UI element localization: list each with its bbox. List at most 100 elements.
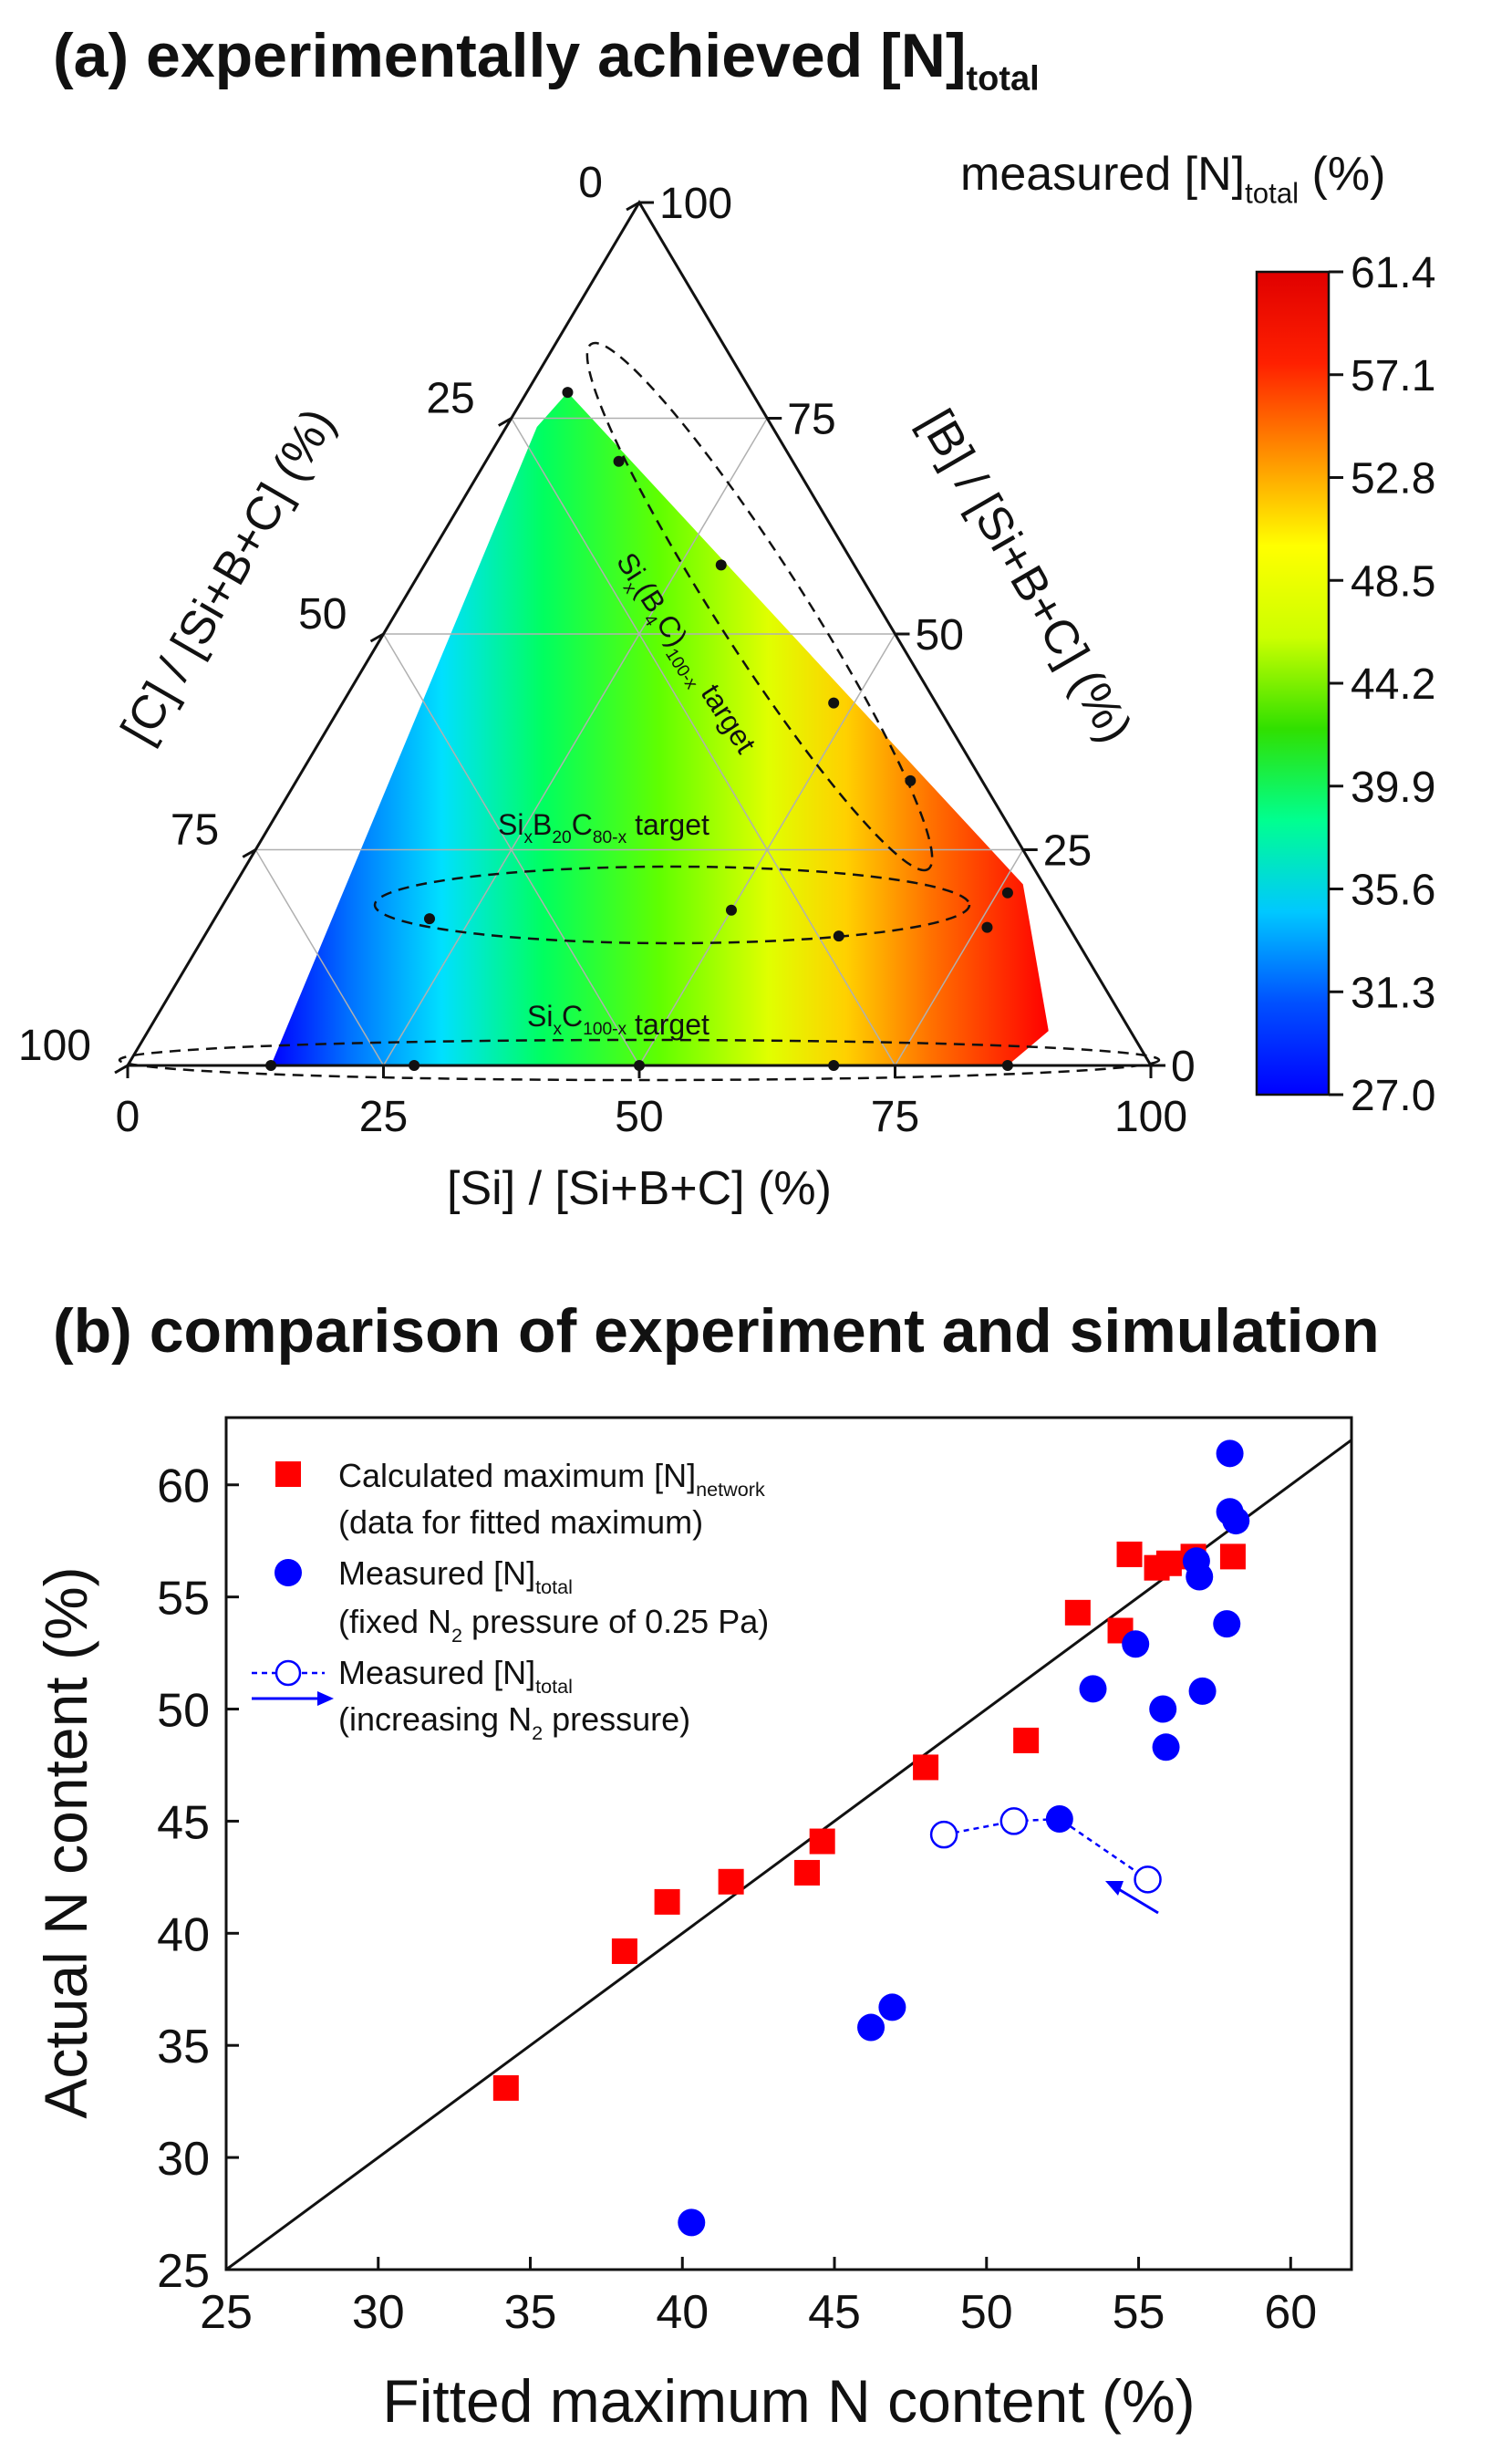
legend-arrow-icon bbox=[317, 1691, 334, 1706]
legend-label: (fixed N2 pressure of 0.25 Pa) bbox=[338, 1603, 769, 1647]
grid-line bbox=[382, 633, 640, 1066]
right-tick-label: 50 bbox=[916, 611, 964, 660]
bottom-tick-label: 75 bbox=[871, 1093, 919, 1141]
target-ellipse-sib20c bbox=[373, 865, 971, 945]
legend-open-circle-icon bbox=[274, 1659, 302, 1687]
composition-point bbox=[725, 904, 737, 916]
colorbar-tick-label: 48.5 bbox=[1351, 557, 1435, 606]
y-axis-label: Actual N content (%) bbox=[32, 1566, 99, 2118]
colorbar-tick-label: 44.2 bbox=[1351, 660, 1435, 709]
point-measured-fixed bbox=[1122, 1630, 1150, 1658]
y-tick-label: 35 bbox=[157, 2021, 210, 2073]
point-measured-fixed bbox=[678, 2208, 706, 2237]
plot-frame bbox=[224, 1416, 1353, 2271]
colorbar-tick-label: 61.4 bbox=[1351, 249, 1435, 297]
left-tick-label: 50 bbox=[298, 590, 347, 639]
composition-point bbox=[833, 930, 844, 942]
legend-label: (data for fitted maximum) bbox=[338, 1503, 703, 1541]
y-tick-label: 55 bbox=[157, 1573, 210, 1626]
series-line-increasing bbox=[943, 1817, 1149, 1881]
legend-label: (increasing N2 pressure) bbox=[338, 1700, 690, 1744]
left-tick-label: 0 bbox=[578, 159, 603, 207]
point-measured-fixed bbox=[1186, 1563, 1214, 1591]
point-calculated bbox=[1155, 1550, 1182, 1576]
left-tick-label: 25 bbox=[426, 375, 474, 423]
point-calculated bbox=[654, 1888, 680, 1915]
grid-line bbox=[638, 633, 896, 1066]
target-label-sic: SixC100-x target bbox=[527, 1000, 709, 1041]
point-measured-increasing bbox=[929, 1820, 958, 1849]
point-calculated bbox=[1219, 1543, 1246, 1570]
point-measured-fixed bbox=[1152, 1733, 1180, 1761]
x-tick-label: 40 bbox=[656, 2286, 709, 2339]
target-ellipse-sib4c bbox=[585, 341, 934, 872]
y-tick-label: 45 bbox=[157, 1796, 210, 1849]
composition-point bbox=[828, 697, 840, 709]
point-measured-fixed bbox=[1188, 1677, 1217, 1705]
composition-point bbox=[423, 913, 435, 925]
bottom-tick-label: 25 bbox=[359, 1093, 408, 1141]
panel-b-title: (b) comparison of experiment and simulat… bbox=[53, 1296, 1380, 1366]
right-tick-label: 75 bbox=[787, 396, 835, 444]
legend-label: Measured [N]total bbox=[338, 1654, 573, 1698]
colorbar-tick-label: 27.0 bbox=[1351, 1072, 1435, 1120]
x-tick-label: 25 bbox=[200, 2286, 253, 2339]
x-tick-label: 45 bbox=[808, 2286, 861, 2339]
grid-line bbox=[511, 418, 896, 1066]
point-calculated bbox=[1013, 1727, 1040, 1753]
point-measured-increasing bbox=[1045, 1804, 1073, 1833]
composition-point bbox=[1001, 1060, 1013, 1071]
legend-label: Calculated maximum [N]network bbox=[338, 1457, 765, 1501]
grid-line bbox=[894, 849, 1024, 1066]
composition-point bbox=[828, 1060, 840, 1071]
bottom-tick-label: 0 bbox=[116, 1093, 140, 1141]
x-tick-label: 55 bbox=[1113, 2286, 1165, 2339]
composition-point bbox=[562, 387, 574, 399]
point-measured-fixed bbox=[1213, 1610, 1241, 1638]
colorbar-tick-label: 52.8 bbox=[1351, 455, 1435, 504]
target-label-sib20c: SixB20C80-x target bbox=[498, 808, 709, 847]
point-calculated bbox=[809, 1828, 835, 1855]
bottom-tick-label: 100 bbox=[1114, 1093, 1187, 1141]
left-tick-label: 100 bbox=[18, 1022, 91, 1070]
point-measured-fixed bbox=[878, 1993, 906, 2021]
composition-point bbox=[613, 455, 625, 467]
point-calculated bbox=[1116, 1541, 1143, 1567]
grid-line bbox=[382, 418, 768, 1066]
point-measured-fixed bbox=[857, 2013, 885, 2042]
legend-blue-circle-icon bbox=[274, 1559, 302, 1586]
ternary-plot: 0 25 50 75 100[Si] / [Si+B+C] (%)0255075100[… bbox=[18, 148, 1436, 1215]
right-tick-label: 100 bbox=[659, 180, 732, 228]
left-tick bbox=[626, 201, 640, 212]
point-calculated bbox=[913, 1754, 939, 1781]
point-measured-increasing bbox=[999, 1807, 1029, 1835]
target-ellipse-sic bbox=[118, 1038, 1161, 1082]
point-calculated bbox=[718, 1868, 744, 1895]
y-tick-label: 60 bbox=[157, 1460, 210, 1513]
colorbar-tick-label: 57.1 bbox=[1351, 352, 1435, 400]
composition-point bbox=[981, 921, 993, 933]
right-tick-label: 25 bbox=[1043, 827, 1092, 876]
x-tick-label: 35 bbox=[504, 2286, 557, 2339]
composition-point bbox=[905, 774, 917, 786]
grid-line bbox=[254, 849, 385, 1066]
composition-point bbox=[1001, 887, 1013, 899]
point-calculated bbox=[1064, 1599, 1091, 1626]
composition-point bbox=[715, 559, 727, 571]
arrow-head-icon bbox=[1105, 1881, 1124, 1896]
colorbar bbox=[1255, 270, 1331, 1096]
x-tick-label: 30 bbox=[352, 2286, 405, 2339]
x-tick-label: 60 bbox=[1264, 2286, 1317, 2339]
left-tick bbox=[114, 1064, 129, 1075]
bottom-tick-label: 50 bbox=[615, 1093, 663, 1141]
left-tick bbox=[242, 848, 256, 858]
y-tick-label: 50 bbox=[157, 1685, 210, 1738]
colorbar-tick-label: 31.3 bbox=[1351, 969, 1435, 1017]
point-measured-fixed bbox=[1216, 1439, 1244, 1468]
colorbar-label: measured [N]total (%) bbox=[960, 148, 1385, 210]
legend-red-square-icon bbox=[275, 1461, 301, 1487]
point-calculated bbox=[492, 2074, 519, 2101]
legend-label: Measured [N]total bbox=[338, 1554, 573, 1598]
composition-point bbox=[265, 1060, 277, 1071]
composition-point bbox=[409, 1060, 420, 1071]
